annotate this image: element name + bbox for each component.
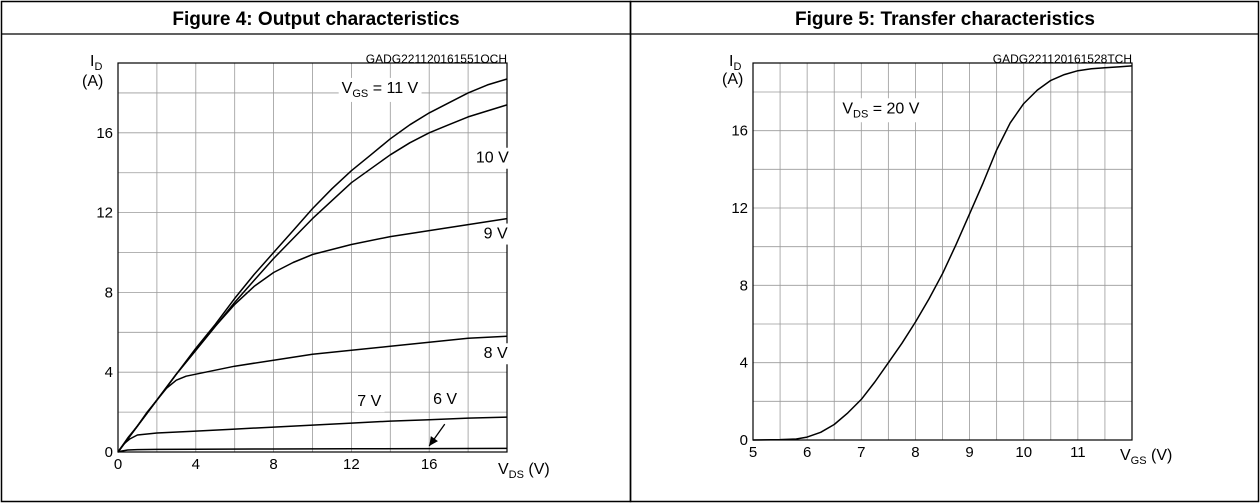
x-tick-label: 6 [803,444,811,461]
figure5-y-axis-label: ID [729,53,741,73]
figure4-plot: 0 4 8 12 16 0 4 8 12 16 VGS = 11 V 10 V 9 V 8 V 7 V 6 V [96,62,513,473]
y-tick-label: 8 [740,277,748,294]
series-label: 6 V [433,391,457,408]
series-label-bg [839,98,923,123]
plot-frame [752,62,1133,441]
y-tick-label: 4 [105,364,113,381]
x-tick-label: 8 [269,456,277,473]
x-tick-label: 4 [192,456,200,473]
figure4-y-axis-label: ID [90,53,102,73]
series-label-bg [480,223,512,245]
y-tick-label: 0 [740,432,748,449]
figure4-x-axis-label: VDS (V) [498,461,550,481]
series-label-bg [472,147,513,169]
x-tick-label: 10 [1015,444,1032,461]
y-tick-label: 12 [96,205,113,222]
figure5-y-axis-unit: (A) [722,71,743,88]
figure4-y-axis-unit: (A) [82,73,103,90]
series-line [117,335,508,453]
series-line [117,447,508,453]
series-label: 9 V [484,226,508,243]
x-tick-label: 16 [421,456,438,473]
series-line [117,416,508,453]
figure4-title: Figure 4: Output characteristics [172,9,459,30]
figure5-code: GADG221120161528TCH [993,52,1132,66]
series-label: 10 V [476,150,509,167]
x-tick-label: 7 [857,444,865,461]
series-label-bg [480,343,512,365]
x-tick-label: 5 [749,444,757,461]
x-tick-label: 9 [965,444,973,461]
figure5-title: Figure 5: Transfer characteristics [795,9,1095,30]
x-tick-label: 8 [911,444,919,461]
figure4-code: GADG221120161551OCH [366,52,507,66]
y-tick-label: 16 [96,125,113,142]
series-line [117,217,508,453]
series-label-bg [430,389,461,411]
series-line [752,65,1133,441]
x-tick-label: 11 [1070,444,1086,461]
figure5-panel [629,0,1260,503]
y-tick-label: 4 [740,355,748,372]
series-label-bg [338,77,422,102]
y-tick-label: 8 [105,284,113,301]
y-tick-label: 0 [105,444,113,461]
arrow-head [429,436,438,447]
figure5-x-axis-label: VGS (V) [1120,447,1172,467]
series-label: VGS = 11 V [342,80,419,100]
series-label: 7 V [357,393,381,410]
plot-frame [117,62,508,453]
series-label: 8 V [484,345,508,362]
x-tick-label: 12 [343,456,360,473]
y-tick-label: 16 [731,123,748,140]
x-tick-label: 0 [114,456,122,473]
series-label: VDS = 20 V [842,100,919,120]
figure5-plot: 5 6 7 8 9 10 11 0 4 8 12 16 VDS = 20 V [731,62,1133,461]
series-label-bg [354,391,385,413]
y-tick-label: 12 [731,200,748,217]
